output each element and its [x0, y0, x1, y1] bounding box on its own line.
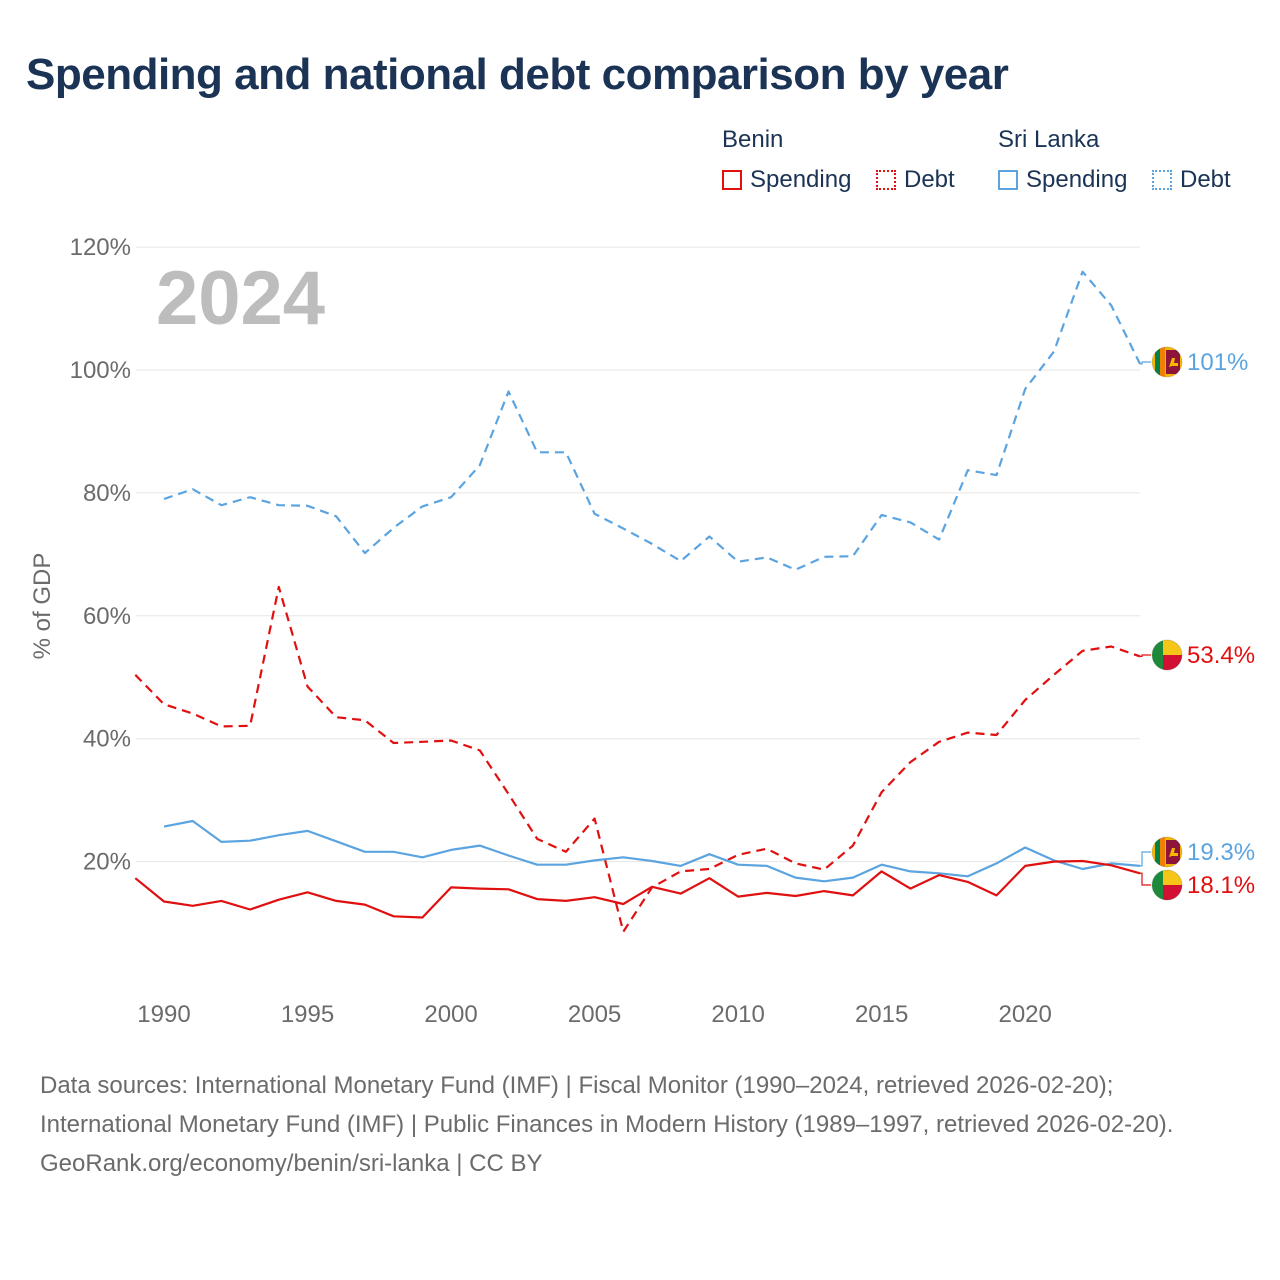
- gridlines: [136, 246, 1140, 863]
- x-tick-label: 2000: [424, 1001, 477, 1028]
- x-tick-label: 2005: [568, 1001, 621, 1028]
- y-tick-label: 120%: [70, 234, 131, 261]
- y-tick-label: 20%: [83, 849, 131, 876]
- x-tick-label: 2010: [711, 1001, 764, 1028]
- legend-group-sri-lanka: Sri Lanka: [998, 126, 1100, 153]
- label-connector: [1140, 872, 1152, 886]
- sri-lanka-spending-line: [163, 819, 1141, 883]
- y-axis-ticks: 20% 40% 60% 80% 100% 120%: [70, 234, 131, 876]
- benin-debt-line: [134, 585, 1141, 933]
- label-connector: [1140, 654, 1152, 657]
- end-value-label: 18.1%: [1187, 872, 1255, 899]
- legend-label: Spending: [1026, 166, 1128, 193]
- y-axis-label: % of GDP: [29, 553, 56, 660]
- solid-line-swatch-icon: [998, 170, 1018, 190]
- y-tick-label: 100%: [70, 357, 131, 384]
- legend-label: Debt: [1180, 166, 1231, 193]
- solid-line-swatch-icon: [722, 170, 742, 190]
- dotted-line-swatch-icon: [876, 170, 896, 190]
- sri-lanka-flag-icon: [1151, 836, 1183, 868]
- chart-title: Spending and national debt comparison by…: [26, 50, 1009, 99]
- data-sources: Data sources: International Monetary Fun…: [40, 1072, 1174, 1138]
- legend-label: Debt: [904, 166, 955, 193]
- sri-lanka-debt-line: [163, 270, 1141, 571]
- legend-benin-debt[interactable]: Debt: [876, 166, 955, 194]
- footer: Data sources: International Monetary Fun…: [40, 1066, 1240, 1183]
- y-tick-label: 80%: [83, 480, 131, 507]
- x-tick-label: 1990: [137, 1001, 190, 1028]
- credit-link[interactable]: GeoRank.org/economy/benin/sri-lanka | CC…: [40, 1150, 543, 1177]
- x-axis-ticks: 1990 1995 2000 2005 2010 2015 2020: [137, 1001, 1052, 1028]
- legend-sri-lanka-spending[interactable]: Spending: [998, 166, 1127, 194]
- x-tick-label: 1995: [281, 1001, 334, 1028]
- y-tick-label: 60%: [83, 603, 131, 630]
- current-year-label: 2024: [156, 256, 325, 341]
- legend-group-benin: Benin: [722, 126, 784, 153]
- x-tick-label: 2020: [998, 1001, 1051, 1028]
- legend-sri-lanka-debt[interactable]: Debt: [1152, 166, 1231, 194]
- benin-spending-line: [134, 859, 1141, 919]
- benin-flag-icon: [1151, 869, 1183, 901]
- end-value-label: 101%: [1187, 349, 1248, 376]
- x-tick-label: 2015: [855, 1001, 908, 1028]
- series-lines: [134, 270, 1141, 933]
- label-connector: [1140, 361, 1152, 365]
- line-chart: 20% 40% 60% 80% 100% 120% 1990 1995 2000 2005 201…: [29, 234, 1255, 1028]
- sri-lanka-flag-icon: [1151, 346, 1183, 378]
- end-value-label: 53.4%: [1187, 642, 1255, 669]
- label-connector: [1140, 851, 1152, 867]
- dotted-line-swatch-icon: [1152, 170, 1172, 190]
- legend-label: Spending: [750, 166, 852, 193]
- end-value-label: 19.3%: [1187, 839, 1255, 866]
- benin-flag-icon: [1151, 639, 1183, 671]
- y-tick-label: 40%: [83, 726, 131, 753]
- legend-benin-spending[interactable]: Spending: [722, 166, 851, 194]
- end-labels: 101% 53.4% 19.3% 18.1%: [1140, 346, 1255, 901]
